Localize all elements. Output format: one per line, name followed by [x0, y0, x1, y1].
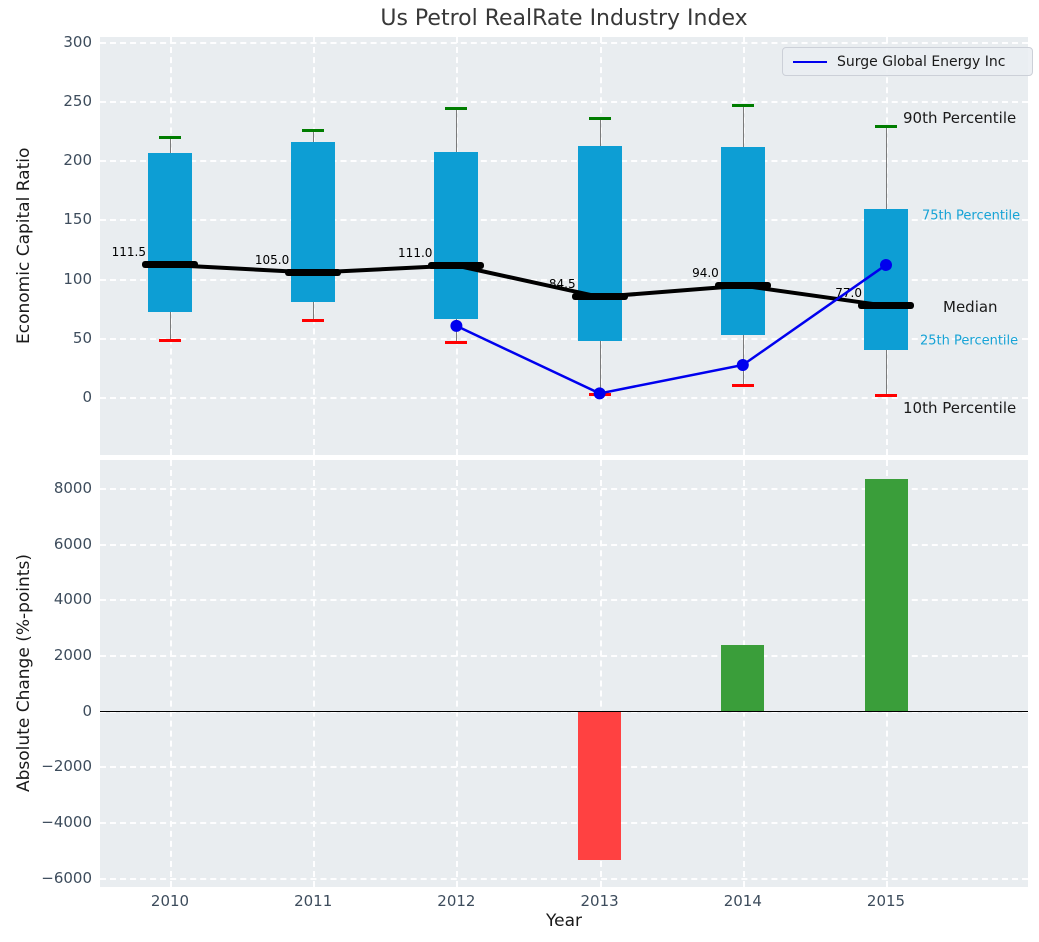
bottom-y-tick-label: −6000: [41, 868, 92, 887]
bottom-y-tick-label: 0: [82, 701, 92, 720]
company-line-layer: [450, 258, 892, 400]
top-gridline-h: [100, 219, 1028, 222]
top-y-tick-label: 50: [72, 328, 92, 347]
bottom-y-tick-label: −2000: [41, 757, 92, 776]
iqr-box: [864, 208, 908, 350]
top-y-tick-label: 200: [63, 151, 92, 170]
bottom-gridline-v: [313, 460, 316, 887]
x-tick-label: 2015: [866, 892, 906, 910]
iqr-box: [148, 153, 192, 312]
change-bar-negative: [578, 710, 622, 860]
cap-90th-icon: [588, 117, 611, 121]
cap-10th-icon: [159, 338, 181, 342]
median-value-label: 105.0: [254, 252, 290, 267]
x-tick-label: 2014: [723, 892, 762, 910]
legend-box: Surge Global Energy Inc: [782, 47, 1033, 76]
median-value-label: 111.5: [111, 244, 146, 259]
cap-90th-icon: [445, 106, 468, 110]
median-value-label: 111.0: [398, 245, 433, 260]
cap-90th-icon: [302, 129, 325, 133]
top-gridline-h: [100, 41, 1028, 44]
company-marker-icon: [880, 258, 892, 271]
x-tick-label: 2010: [150, 892, 190, 910]
cap-90th-icon: [731, 104, 754, 108]
top-y-tick-label: 100: [63, 269, 92, 288]
bottom-gridline-h: [100, 487, 1028, 490]
cap-90th-icon: [159, 136, 181, 140]
top-gridline-h: [100, 278, 1028, 281]
bottom-gridline-h: [100, 599, 1028, 602]
bottom-gridline-h: [100, 766, 1028, 769]
annotation-75th-percentile: 75th Percentile: [922, 208, 1021, 224]
top-gridline-h: [100, 160, 1028, 163]
top-y-tick-label: 250: [63, 91, 92, 110]
median-value-label: 84.5: [548, 276, 576, 291]
top-y-tick-label: 0: [82, 387, 92, 406]
iqr-box: [720, 147, 765, 336]
top-gridline-h: [100, 337, 1028, 340]
company-polyline: [455, 263, 887, 395]
x-tick-label: 2012: [437, 892, 476, 910]
bottom-gridline-h: [100, 822, 1028, 825]
legend-label: Surge Global Energy Inc: [837, 53, 1006, 70]
median-segment: [142, 261, 198, 269]
bottom-gridline-h: [100, 877, 1028, 880]
median-segment: [428, 262, 485, 270]
top-y-tick-label: 300: [63, 32, 92, 51]
annotation-10th-percentile: 10th Percentile: [903, 398, 1017, 417]
median-value-label: 94.0: [692, 265, 719, 280]
cap-90th-icon: [875, 125, 897, 129]
company-marker-icon: [736, 359, 749, 372]
company-marker-icon: [593, 387, 606, 400]
bottom-gridline-h: [100, 654, 1028, 657]
bottom-gridline-h: [100, 543, 1028, 546]
x-axis-label: Year: [546, 911, 582, 931]
cap-10th-icon: [875, 394, 897, 398]
legend-line-sample: [793, 60, 827, 63]
bottom-y-tick-label: 4000: [53, 590, 92, 609]
bottom-y-tick-label: −4000: [41, 813, 92, 832]
bottom-gridline-v: [170, 460, 172, 887]
bottom-panel-axes: [100, 460, 1028, 887]
change-bar-positive: [721, 644, 765, 711]
bottom-gridline-v: [456, 460, 459, 887]
cap-10th-icon: [731, 383, 754, 387]
median-segment: [285, 269, 342, 277]
bottom-gridline-h: [100, 710, 1028, 713]
iqr-box: [434, 151, 479, 319]
bottom-y-tick-label: 6000: [53, 534, 92, 553]
annotation-median: Median: [943, 297, 998, 316]
median-segment: [571, 293, 628, 301]
annotation-25th-percentile: 25th Percentile: [920, 333, 1019, 349]
iqr-box: [577, 145, 622, 342]
top-y-tick-label: 150: [63, 210, 92, 229]
bottom-y-tick-label: 8000: [53, 478, 92, 497]
top-panel-axes: 111.5 105.0 111.0 84.5 94.0 77.0 90th Percenti…: [100, 37, 1028, 455]
x-tick-label: 2011: [294, 892, 333, 910]
annotation-90th-percentile: 90th Percentile: [903, 108, 1017, 127]
bottom-y-tick-label: 2000: [53, 645, 92, 664]
chart-title: Us Petrol RealRate Industry Index: [380, 6, 748, 31]
median-segment: [858, 302, 914, 310]
x-tick-label: 2013: [580, 892, 619, 910]
top-gridline-h: [100, 396, 1028, 399]
change-bar-positive: [864, 478, 908, 711]
cap-10th-icon: [302, 318, 325, 322]
zero-baseline: [100, 710, 1028, 712]
bottom-gridline-v: [599, 460, 602, 887]
cap-10th-icon: [445, 341, 468, 344]
median-segment: [714, 282, 771, 290]
company-marker-icon: [450, 319, 463, 332]
top-gridline-h: [100, 100, 1028, 103]
